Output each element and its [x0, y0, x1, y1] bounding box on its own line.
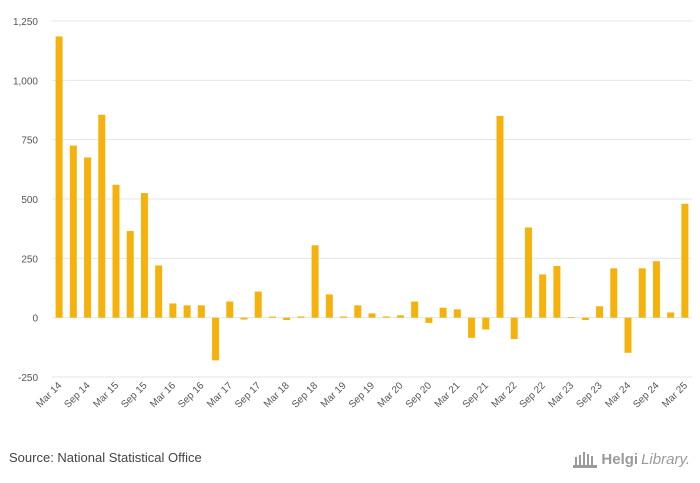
bar-sep-18[interactable]: [311, 245, 319, 318]
bar-jun-15[interactable]: [126, 231, 134, 318]
logo-text-helgi: Helgi: [601, 450, 639, 468]
y-tick-label: 250: [21, 254, 38, 265]
bar-series: [55, 36, 689, 361]
x-tick-label: Mar 17: [205, 380, 235, 410]
bar-jun-14[interactable]: [69, 145, 77, 318]
x-tick-label: Sep 17: [233, 380, 263, 410]
x-tick-label: Mar 21: [433, 380, 463, 410]
bar-dec-22[interactable]: [553, 265, 561, 318]
bar-sep-17[interactable]: [254, 291, 262, 318]
bar-jun-19[interactable]: [354, 305, 362, 318]
bar-mar-20[interactable]: [396, 315, 404, 318]
bar-mar-18[interactable]: [283, 317, 291, 321]
bar-sep-19[interactable]: [368, 313, 376, 318]
bar-jun-21[interactable]: [468, 317, 476, 338]
bar-jun-23[interactable]: [581, 317, 589, 321]
x-tick-label: Mar 24: [603, 380, 633, 410]
bar-sep-21[interactable]: [482, 317, 490, 330]
bar-sep-23[interactable]: [596, 306, 604, 318]
x-tick-label: Sep 20: [404, 380, 434, 410]
x-tick-label: Sep 14: [62, 380, 92, 410]
bar-sep-16[interactable]: [197, 305, 205, 318]
bar-sep-22[interactable]: [539, 274, 547, 318]
bar-dec-17[interactable]: [268, 316, 276, 318]
x-tick-label: Mar 14: [34, 380, 64, 410]
x-tick-label: Sep 21: [461, 380, 491, 410]
bar-dec-21[interactable]: [496, 115, 504, 318]
y-tick-label: 0: [32, 314, 38, 325]
bar-mar-14[interactable]: [55, 36, 63, 318]
bar-dec-20[interactable]: [439, 307, 447, 318]
bar-dec-24[interactable]: [667, 312, 675, 318]
bar-dec-16[interactable]: [212, 317, 220, 361]
x-tick-label: Mar 20: [376, 380, 406, 410]
bar-jun-18[interactable]: [297, 316, 305, 318]
bar-mar-19[interactable]: [340, 316, 348, 318]
bar-jun-22[interactable]: [524, 227, 532, 318]
y-tick-label: -250: [18, 373, 38, 384]
library-building-icon: [573, 452, 598, 468]
bar-mar-25[interactable]: [681, 203, 689, 318]
y-tick-label: 750: [21, 136, 38, 147]
bar-dec-14[interactable]: [98, 114, 106, 318]
source-note: Source: National Statistical Office: [9, 450, 202, 465]
x-tick-label: Mar 19: [319, 380, 349, 410]
x-tick-label: Sep 18: [290, 380, 320, 410]
bar-jun-16[interactable]: [183, 305, 191, 318]
x-tick-label: Mar 25: [660, 380, 690, 410]
bar-dec-19[interactable]: [382, 316, 390, 318]
x-tick-label: Sep 16: [176, 380, 206, 410]
helgi-library-logo[interactable]: Helgi Library.: [572, 449, 690, 469]
x-tick-label: Mar 15: [91, 380, 121, 410]
bar-mar-15[interactable]: [112, 184, 120, 318]
bar-dec-15[interactable]: [155, 265, 163, 318]
y-tick-label: 1,250: [13, 17, 38, 28]
x-tick-label: Sep 22: [518, 380, 548, 410]
bar-mar-23[interactable]: [567, 317, 575, 318]
bar-sep-14[interactable]: [84, 157, 92, 318]
x-tick-label: Sep 19: [347, 380, 377, 410]
bar-jun-20[interactable]: [411, 301, 419, 318]
x-tick-label: Mar 23: [546, 380, 576, 410]
bar-jun-24[interactable]: [638, 268, 646, 318]
logo-text-library: Library.: [641, 450, 690, 468]
y-tick-label: 500: [21, 195, 38, 206]
bar-dec-23[interactable]: [610, 268, 618, 318]
x-tick-label: Sep 15: [119, 380, 149, 410]
bar-mar-17[interactable]: [226, 301, 234, 318]
bar-sep-20[interactable]: [425, 317, 433, 323]
x-tick-label: Mar 22: [490, 380, 520, 410]
x-tick-label: Mar 16: [148, 380, 178, 410]
y-tick-label: 1,000: [13, 76, 38, 87]
bar-mar-22[interactable]: [510, 317, 518, 340]
x-tick-label: Sep 24: [631, 380, 661, 410]
bar-mar-16[interactable]: [169, 303, 177, 318]
bar-jun-17[interactable]: [240, 317, 248, 320]
bar-mar-21[interactable]: [453, 309, 461, 318]
bar-sep-24[interactable]: [652, 261, 660, 318]
y-axis-tick-labels: -250 0 250 500 750 1,000 1,250: [13, 17, 38, 384]
bar-dec-18[interactable]: [325, 294, 333, 318]
x-tick-label: Sep 23: [574, 380, 604, 410]
bar-sep-15[interactable]: [140, 193, 148, 318]
x-tick-label: Mar 18: [262, 380, 292, 410]
gridlines: [52, 20, 692, 378]
bar-mar-24[interactable]: [624, 317, 632, 353]
